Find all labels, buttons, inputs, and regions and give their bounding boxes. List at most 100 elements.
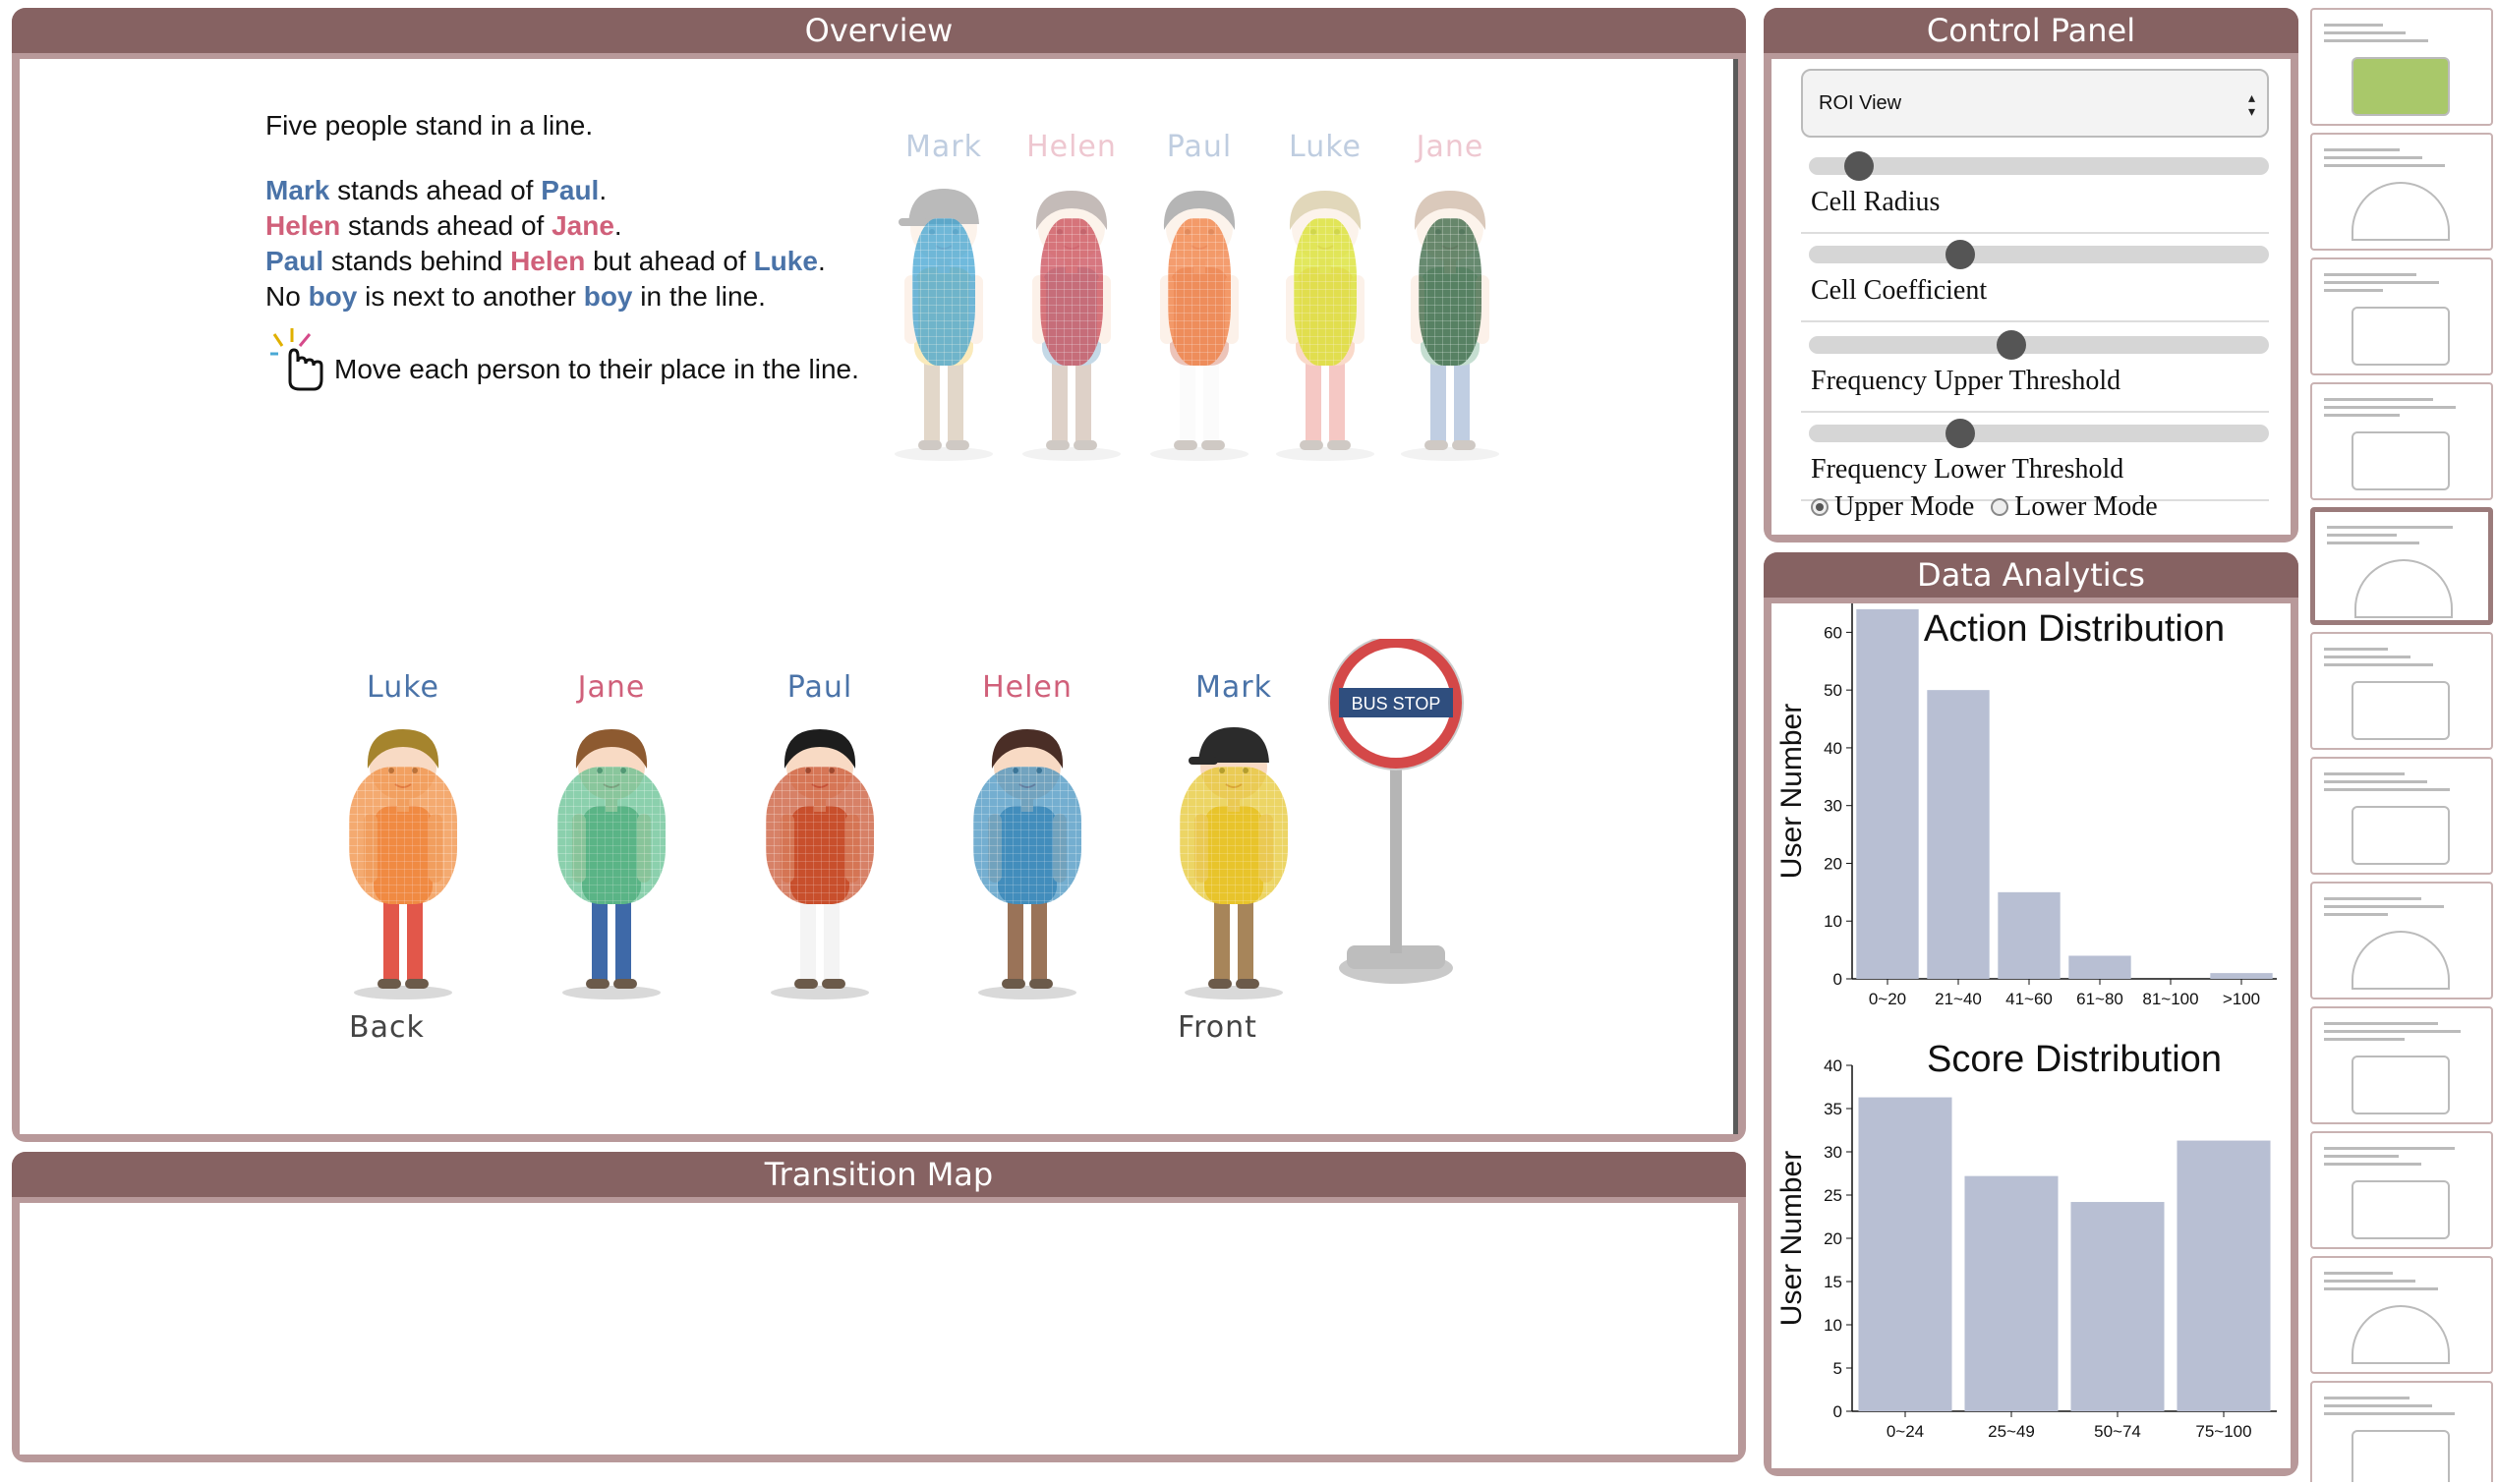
transition-map-canvas[interactable]: [20, 1203, 1738, 1455]
chart-ytick-label-0-1: 10: [1824, 912, 1842, 931]
slider-thumb-0[interactable]: [1844, 151, 1875, 181]
slider-label-3: Frequency Lower Threshold: [1811, 454, 2124, 485]
slider-label-0: Cell Radius: [1811, 187, 1941, 217]
question-thumbnail-6[interactable]: [2310, 632, 2493, 750]
chart-ytick-label-1-8: 40: [1824, 1056, 1842, 1075]
transition-map-title: Transition Map: [12, 1152, 1746, 1197]
thumbnail-text-line: [2324, 414, 2400, 417]
slider-row-0: Cell Radius: [1801, 147, 2269, 234]
top-name-jane: Jane: [1416, 130, 1484, 164]
thumbnail-text-line: [2324, 148, 2400, 151]
thumbnail-text-line: [2324, 406, 2456, 409]
thumbnail-text-line: [2324, 156, 2422, 159]
select-arrows-icon: ▴ ▾: [2247, 89, 2255, 119]
chart-ytick-label-0-5: 50: [1824, 681, 1842, 700]
slider-track-3[interactable]: [1809, 419, 2269, 448]
chart-title-1: Score Distribution: [1927, 1039, 2222, 1080]
slider-thumb-3[interactable]: [1945, 419, 1976, 448]
thumbnail-text-line: [2324, 1404, 2432, 1407]
thumbnail-text-line: [2324, 1287, 2438, 1290]
roi-heatmap-helen: [1040, 218, 1103, 366]
chart-category-1-2: 50~74: [2094, 1422, 2141, 1441]
thumbnail-figure: [2352, 1180, 2450, 1239]
chart-category-1-3: 75~100: [2195, 1422, 2251, 1441]
line-name-paul: Paul: [786, 670, 853, 705]
question-thumbnail-5[interactable]: [2310, 507, 2493, 625]
top-name-helen: Helen: [1026, 130, 1117, 164]
thumbnail-text-line: [2324, 1163, 2421, 1166]
chart-ylabel-1: User Number: [1775, 1151, 1808, 1326]
roi-heatmap-jane: [557, 767, 666, 904]
chart-bar-1-0: [1858, 1097, 1952, 1411]
chart-bar-0-5: [2210, 973, 2273, 979]
question-thumbnail-1[interactable]: [2310, 8, 2493, 126]
question-thumbnail-4[interactable]: [2310, 382, 2493, 500]
slider-row-2: Frequency Upper Threshold: [1801, 326, 2269, 413]
thumbnail-figure: [2352, 1430, 2450, 1482]
chart-ytick-label-1-7: 35: [1824, 1100, 1842, 1118]
question-thumbnail-3[interactable]: [2310, 257, 2493, 375]
slider-thumb-2[interactable]: [1996, 330, 2026, 360]
roi-heatmap-luke: [1294, 218, 1357, 366]
chart-ytick-label-1-5: 25: [1824, 1186, 1842, 1205]
thumbnail-text-line: [2324, 289, 2383, 292]
transition-map-panel: Transition Map: [12, 1152, 1746, 1462]
top-name-luke: Luke: [1289, 130, 1362, 164]
data-analytics-panel: Data Analytics Action Distribution User N…: [1764, 552, 2298, 1476]
question-thumbnail-12[interactable]: [2310, 1381, 2493, 1482]
upper-mode-option[interactable]: Upper Mode: [1811, 491, 1974, 522]
roi-heatmap-helen: [973, 767, 1081, 904]
thumbnail-figure: [2354, 559, 2453, 618]
thumbnail-figure: [2352, 1056, 2450, 1114]
question-thumbnail-strip: [2308, 8, 2497, 1482]
roi-heatmap-mark: [1180, 767, 1288, 904]
upper-mode-radio[interactable]: [1811, 497, 1829, 516]
thumbnail-text-line: [2324, 1038, 2405, 1041]
view-select-value: ROI View: [1819, 92, 1902, 114]
control-panel: Control Panel ROI View ▴ ▾ Cell Radius Cel…: [1764, 8, 2298, 542]
thumbnail-figure: [2352, 806, 2450, 865]
question-thumbnail-2[interactable]: [2310, 133, 2493, 251]
thumbnail-text-line: [2324, 780, 2427, 783]
lower-mode-option[interactable]: Lower Mode: [1991, 491, 2158, 522]
question-thumbnail-8[interactable]: [2310, 882, 2493, 999]
question-thumbnail-10[interactable]: [2310, 1131, 2493, 1249]
thumbnail-figure: [2352, 307, 2450, 366]
thumbnail-figure: [2352, 431, 2450, 490]
slider-track-0[interactable]: [1809, 151, 2269, 181]
slider-track-1[interactable]: [1809, 240, 2269, 269]
thumbnail-text-line: [2327, 542, 2419, 544]
thumbnail-figure: [2352, 931, 2450, 990]
question-thumbnail-7[interactable]: [2310, 757, 2493, 875]
roi-heatmap-jane: [1419, 218, 1481, 366]
slider-thumb-1[interactable]: [1945, 240, 1976, 269]
chart-category-0-4: 81~100: [2142, 990, 2198, 1008]
thumbnail-text-line: [2327, 534, 2397, 537]
thumbnail-text-line: [2324, 772, 2405, 775]
overview-panel: Overview Five people stand in a line. Ma…: [12, 8, 1746, 1142]
overview-title: Overview: [12, 8, 1746, 53]
pointer-hand-icon: [270, 328, 323, 391]
line-name-jane: Jane: [577, 670, 646, 705]
clue-3: Paul stands behind Helen but ahead of Lu…: [265, 246, 826, 276]
view-select[interactable]: ROI View ▴ ▾: [1801, 69, 2269, 138]
thumbnail-figure: [2352, 182, 2450, 241]
chart-bar-1-2: [2070, 1202, 2165, 1411]
thumbnail-text-line: [2324, 24, 2383, 27]
thumbnail-text-line: [2324, 656, 2410, 658]
chart-category-0-5: >100: [2223, 990, 2260, 1008]
top-name-mark: Mark: [905, 130, 982, 164]
bus-stop-sign: BUS STOP: [1328, 639, 1464, 984]
question-thumbnail-11[interactable]: [2310, 1256, 2493, 1374]
chart-bar-1-3: [2177, 1140, 2271, 1411]
chart-ytick-label-1-1: 5: [1833, 1359, 1842, 1378]
data-analytics-body: Action Distribution User Number 0 10 20 30 40 5…: [1771, 603, 2291, 1468]
slider-track-2[interactable]: [1809, 330, 2269, 360]
question-thumbnail-9[interactable]: [2310, 1006, 2493, 1124]
thumbnail-text-line: [2324, 1030, 2461, 1033]
lower-mode-radio[interactable]: [1991, 497, 2009, 516]
thumbnail-figure: [2352, 1305, 2450, 1364]
chart-bar-0-1: [1927, 690, 1990, 979]
chart-ytick-label-1-4: 20: [1824, 1229, 1842, 1248]
thumbnail-text-line: [2324, 398, 2433, 401]
